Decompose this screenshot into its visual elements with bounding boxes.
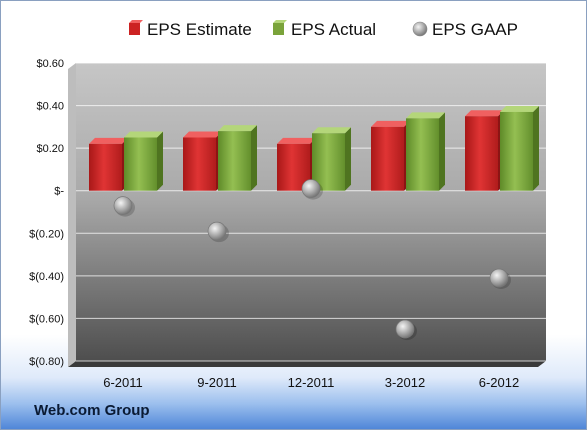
gaap-point <box>395 319 415 339</box>
gaap-point <box>301 179 321 198</box>
legend-estimate-label: EPS Estimate <box>147 20 252 39</box>
bar-estimate <box>371 126 404 191</box>
legend-estimate-swatch <box>129 23 140 35</box>
x-category-label: 6-2012 <box>479 375 519 390</box>
plot-floor <box>68 361 546 367</box>
y-tick-label: $0.60 <box>36 58 64 70</box>
bar-estimate <box>465 116 498 191</box>
bar-estimate-top <box>89 137 128 144</box>
legend-actual-label: EPS Actual <box>291 20 376 39</box>
legend-gaap-swatch <box>412 21 428 37</box>
y-tick-label: $0.20 <box>36 143 64 155</box>
plot-side-wall <box>68 63 76 367</box>
y-tick-label: $(0.60) <box>29 313 64 325</box>
bar-actual-side <box>533 105 539 191</box>
bar-actual <box>406 118 439 191</box>
bar-actual <box>218 131 251 191</box>
bar-estimate <box>183 137 216 191</box>
bar-actual-side <box>439 112 445 191</box>
x-category-label: 12-2011 <box>288 375 335 390</box>
gaap-point <box>489 268 509 288</box>
y-tick-label: $0.40 <box>36 101 64 113</box>
company-name: Web.com Group <box>34 402 150 419</box>
bar-estimate <box>89 143 122 191</box>
bar-actual-top <box>218 125 257 132</box>
y-tick-label: $(0.20) <box>29 228 64 240</box>
x-category-label: 9-2011 <box>197 375 237 390</box>
bar-actual-side <box>345 127 351 191</box>
bar-actual-top <box>406 112 445 119</box>
bar-actual <box>124 137 157 191</box>
bar-estimate-top <box>277 137 316 144</box>
x-category-label: 6-2011 <box>103 375 143 390</box>
y-tick-label: $- <box>54 186 64 198</box>
bar-estimate-top <box>465 110 504 117</box>
legend-estimate-swatch-top <box>129 20 143 23</box>
bar-actual-top <box>312 127 351 134</box>
legend-actual-swatch-top <box>273 20 287 23</box>
y-tick-label: $(0.40) <box>29 271 64 283</box>
bar-actual <box>312 133 345 191</box>
legend: EPS Estimate EPS Actual EPS GAAP <box>129 20 518 39</box>
gaap-point <box>113 196 133 215</box>
bar-actual-side <box>157 131 163 191</box>
bar-actual-side <box>251 125 257 191</box>
legend-gaap-label: EPS GAAP <box>432 20 518 39</box>
bar-estimate-top <box>183 131 222 138</box>
bar-actual-top <box>124 131 163 138</box>
gaap-point <box>207 221 227 241</box>
y-tick-label: $(0.80) <box>29 356 64 368</box>
plot-area <box>76 63 546 361</box>
legend-actual-swatch <box>273 23 284 35</box>
bar-estimate-top <box>371 120 410 127</box>
x-category-label: 3-2012 <box>385 375 425 390</box>
bar-actual-top <box>500 105 539 112</box>
bar-actual <box>500 111 533 191</box>
